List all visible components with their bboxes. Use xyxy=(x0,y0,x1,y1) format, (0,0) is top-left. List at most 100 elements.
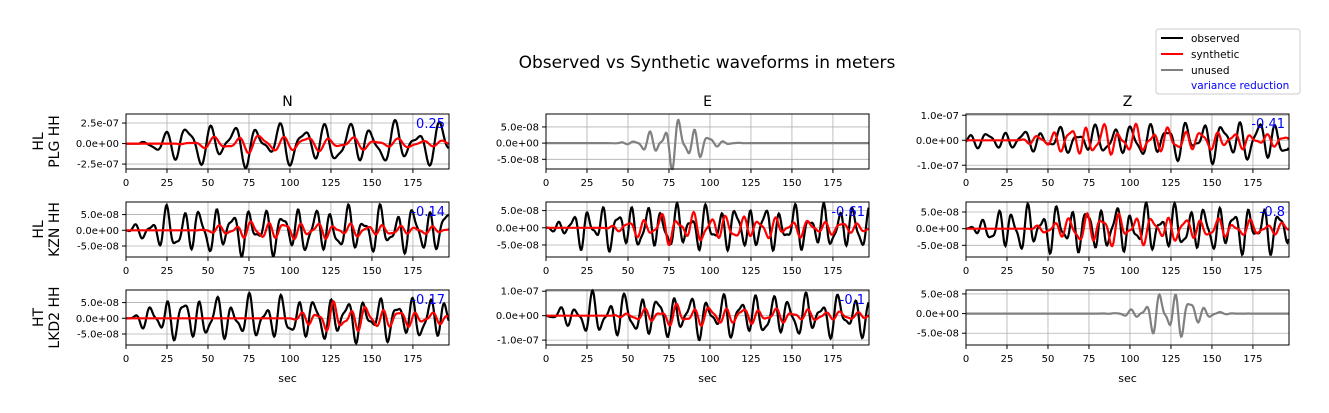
variance-reduction-r1c1: -0.61 xyxy=(831,205,865,220)
x-tick-label-r1c1-6: 150 xyxy=(782,266,801,277)
axes-frame-r1c1 xyxy=(545,201,870,258)
y-tick-label-r1c1-1: 0.0e+00 xyxy=(496,223,539,234)
axes-frame-r1c0 xyxy=(125,201,450,258)
x-tick-label-r0c2-5: 125 xyxy=(1161,178,1180,189)
panel-r1c0: 0 25 50 75 100 125 150 175 5.0e-08 0.0e+00 -5.0e-0… xyxy=(76,201,450,277)
x-tick-label-r1c0-0: 0 xyxy=(123,266,129,277)
x-tick-label-r2c2-2: 50 xyxy=(1042,354,1055,365)
x-tick-label-r0c0-1: 25 xyxy=(161,178,174,189)
axes-frame-r0c2 xyxy=(965,113,1290,170)
x-tick-label-r2c2-4: 100 xyxy=(1120,354,1139,365)
variance-reduction-r1c0: -0.14 xyxy=(411,205,445,220)
x-tick-label-r0c2-3: 75 xyxy=(1083,178,1096,189)
panel-r0c0: 0 25 50 75 100 125 150 175 2.5e-07 0.0e+00 -2.5e-0… xyxy=(76,113,450,189)
column-title-n: N xyxy=(282,94,292,110)
observed-trace-r2c1 xyxy=(545,288,870,342)
x-tick-label-r0c1-6: 150 xyxy=(782,178,801,189)
unused-trace-r2c2 xyxy=(966,292,1289,339)
x-tick-label-r0c0-6: 150 xyxy=(362,178,381,189)
x-tick-label-r0c2-4: 100 xyxy=(1120,178,1139,189)
row-label-network-1: HL xyxy=(31,220,47,239)
panel-r2c2: 0 25 50 75 100 125 150 175 5.0e-08 0.0e+00 -5.0e-0… xyxy=(916,289,1290,365)
synthetic-trace-r2c1 xyxy=(546,302,870,328)
x-tick-label-r2c2-7: 175 xyxy=(1243,354,1262,365)
x-tick-label-r0c0-7: 175 xyxy=(403,178,422,189)
observed-trace-r1c2 xyxy=(965,200,1290,257)
x-tick-label-r2c0-1: 25 xyxy=(161,354,174,365)
axes-frame-r2c0 xyxy=(125,289,450,346)
x-tick-label-r0c0-0: 0 xyxy=(123,178,129,189)
x-tick-label-r2c0-4: 100 xyxy=(280,354,299,365)
y-tick-label-r2c1-0: 1.0e-07 xyxy=(501,287,539,298)
variance-reduction-r0c2: -0.41 xyxy=(1251,117,1285,132)
y-tick-label-r2c2-0: 5.0e-08 xyxy=(921,289,959,300)
y-tick-label-r2c2-1: 0.0e+00 xyxy=(916,309,959,320)
x-tick-label-r1c0-3: 75 xyxy=(243,266,256,277)
axes-frame-r0c0 xyxy=(125,113,450,170)
y-tick-label-r1c1-0: 5.0e-08 xyxy=(501,206,539,217)
y-tick-label-r2c0-1: 0.0e+00 xyxy=(76,314,119,325)
x-tick-label-r0c1-3: 75 xyxy=(663,178,676,189)
row-label-network-0: HL xyxy=(31,132,47,151)
y-tick-label-r1c2-0: 5.0e-08 xyxy=(921,208,959,219)
x-tick-label-r0c0-2: 50 xyxy=(202,178,215,189)
y-tick-label-r0c0-1: 0.0e+00 xyxy=(76,139,119,150)
observed-trace-r2c0 xyxy=(125,291,450,346)
legend-label-observed: observed xyxy=(1191,33,1240,45)
panel-r0c2: 0 25 50 75 100 125 150 175 1.0e-07 0.0e+00 -1.0e-0… xyxy=(916,111,1290,189)
panel-grid: 0 25 50 75 100 125 150 175 2.5e-07 0.0e+00 -2.5e-0… xyxy=(31,94,1290,385)
y-tick-label-r0c2-1: 0.0e+00 xyxy=(916,136,959,147)
x-tick-label-r1c0-7: 175 xyxy=(403,266,422,277)
x-axis-label-2: sec xyxy=(1118,372,1137,385)
x-tick-label-r1c2-4: 100 xyxy=(1120,266,1139,277)
variance-reduction-r1c2: -0.8 xyxy=(1260,205,1285,220)
synthetic-trace-r2c0 xyxy=(126,299,450,333)
x-tick-label-r2c1-1: 25 xyxy=(581,354,594,365)
x-tick-label-r1c2-7: 175 xyxy=(1243,266,1262,277)
x-tick-label-r1c0-5: 125 xyxy=(321,266,340,277)
legend-label-unused: unused xyxy=(1191,65,1230,77)
synthetic-trace-r1c0 xyxy=(126,220,450,241)
x-tick-label-r0c2-0: 0 xyxy=(963,178,969,189)
x-tick-label-r0c0-3: 75 xyxy=(243,178,256,189)
x-tick-label-r0c1-4: 100 xyxy=(700,178,719,189)
variance-reduction-r0c0: 0.25 xyxy=(416,117,445,132)
y-tick-label-r2c1-1: 0.0e+00 xyxy=(496,311,539,322)
x-tick-label-r0c1-0: 0 xyxy=(543,178,549,189)
x-tick-label-r1c1-4: 100 xyxy=(700,266,719,277)
column-title-e: E xyxy=(703,94,712,110)
synthetic-trace-r0c2 xyxy=(966,122,1290,156)
y-tick-label-r0c1-0: 5.0e-08 xyxy=(501,122,539,133)
x-tick-label-r2c0-5: 125 xyxy=(321,354,340,365)
x-tick-label-r2c0-3: 75 xyxy=(243,354,256,365)
column-title-z: Z xyxy=(1123,94,1133,110)
y-tick-label-r1c0-2: -5.0e-08 xyxy=(77,242,119,253)
y-tick-label-r2c0-2: -5.0e-08 xyxy=(77,330,119,341)
x-tick-label-r1c1-3: 75 xyxy=(663,266,676,277)
panel-r2c0: 0 25 50 75 100 125 150 175 5.0e-08 0.0e+00 -5.0e-0… xyxy=(76,289,450,365)
x-tick-label-r1c1-1: 25 xyxy=(581,266,594,277)
x-tick-label-r0c2-6: 150 xyxy=(1202,178,1221,189)
x-tick-label-r0c0-5: 125 xyxy=(321,178,340,189)
x-tick-label-r2c0-6: 150 xyxy=(362,354,381,365)
x-tick-label-r1c2-1: 25 xyxy=(1001,266,1014,277)
x-tick-label-r0c1-7: 175 xyxy=(823,178,842,189)
axes-frame-r0c1 xyxy=(545,113,870,170)
x-tick-label-r2c1-7: 175 xyxy=(823,354,842,365)
x-tick-label-r2c1-0: 0 xyxy=(543,354,549,365)
row-label-station-0: PLG HH xyxy=(47,115,63,168)
x-tick-label-r0c2-2: 50 xyxy=(1042,178,1055,189)
y-tick-label-r2c1-2: -1.0e-07 xyxy=(497,336,539,347)
synthetic-trace-r0c0 xyxy=(126,134,450,155)
x-tick-label-r1c2-0: 0 xyxy=(963,266,969,277)
x-tick-label-r2c1-2: 50 xyxy=(622,354,635,365)
legend-note-variance-reduction: variance reduction xyxy=(1191,80,1289,92)
x-tick-label-r2c0-2: 50 xyxy=(202,354,215,365)
y-tick-label-r0c1-1: 0.0e+00 xyxy=(496,139,539,150)
y-tick-label-r0c2-0: 1.0e-07 xyxy=(921,111,959,122)
y-tick-label-r2c0-0: 5.0e-08 xyxy=(81,298,119,309)
x-tick-label-r1c0-2: 50 xyxy=(202,266,215,277)
x-tick-label-r1c0-1: 25 xyxy=(161,266,174,277)
x-tick-label-r0c1-5: 125 xyxy=(741,178,760,189)
y-tick-label-r0c1-2: -5.0e-08 xyxy=(497,155,539,166)
